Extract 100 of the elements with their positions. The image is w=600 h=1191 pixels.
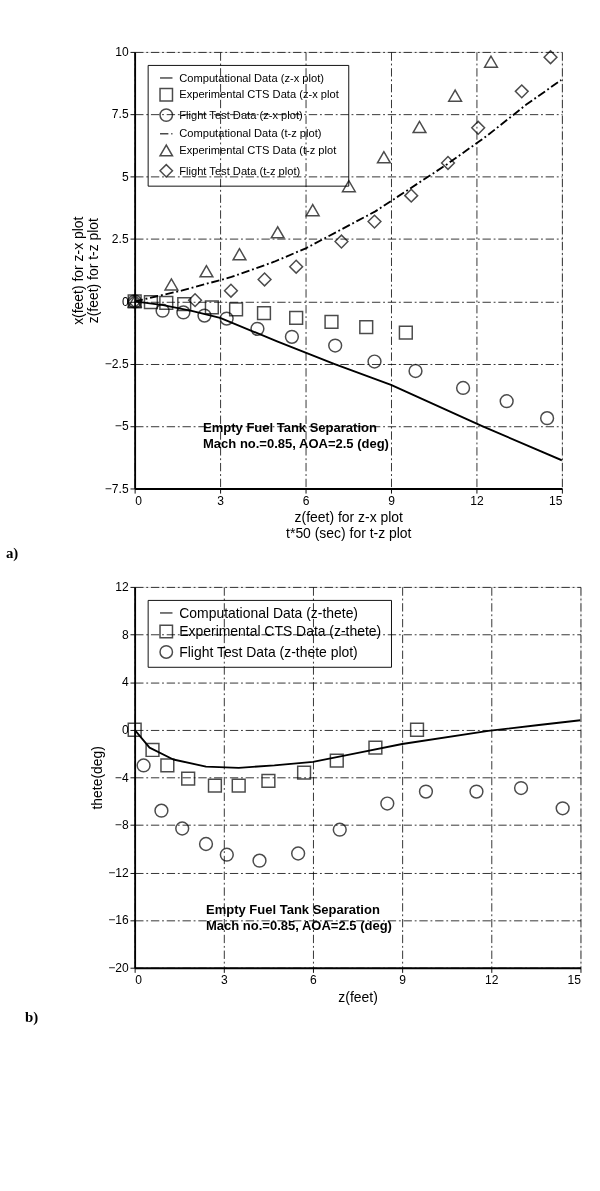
point [155,303,170,318]
x-tick-label: 15 [548,493,563,508]
point [231,778,246,793]
annotation: Empty Fuel Tank Separation Mach no.=0.85, AOA=2.5 (deg) [203,419,389,451]
legend-label: Flight Test Data (z-thete plot) [179,643,358,660]
point [296,765,312,780]
point [136,758,151,773]
y-tick-label: −7.5 [104,481,129,496]
point [177,297,192,312]
point [447,89,463,102]
point [376,150,392,164]
point [159,295,174,311]
point [469,784,484,799]
point [514,84,529,99]
x-axis-title: z(feet) [338,988,378,1005]
point [175,821,190,836]
y-tick-label: −2.5 [104,356,129,371]
point [555,801,570,816]
point [543,50,558,65]
point [143,295,159,310]
x-tick-label: 15 [567,973,582,987]
y-tick-label: −20 [108,960,129,975]
point [471,120,486,135]
legend-label: Experimental CTS Data (z-thete) [179,623,382,640]
y-tick-label: 10 [115,45,129,60]
x-tick-label: 6 [302,493,310,508]
text: b) [25,1008,39,1026]
x-tick-label: 3 [220,973,228,987]
point [290,846,306,861]
point [261,773,276,789]
point [418,784,434,799]
y-tick-label: 7.5 [111,107,129,122]
point [284,329,300,344]
y-tick-label: −12 [108,865,129,880]
point [223,283,239,298]
point [181,771,196,786]
point [404,188,419,203]
point [289,310,304,326]
y-tick-label: 12 [115,580,129,595]
point [341,179,357,193]
annotation: Empty Fuel Tank Separation Mach no.=0.85, AOA=2.5 (deg) [206,902,392,934]
point [483,55,499,68]
point [145,742,160,758]
point [328,338,343,353]
point [368,740,383,755]
point [499,394,514,409]
point [289,259,304,274]
point [199,264,214,278]
point [219,311,234,326]
point [164,278,179,291]
y-tick-label: 0 [121,294,129,309]
point [455,380,471,396]
x-tick-label: 9 [388,493,396,508]
point [380,796,395,811]
x-tick-label: 0 [135,493,143,508]
point [204,300,220,315]
y-tick-label: −8 [114,818,129,833]
x-tick-label: 9 [399,973,407,987]
point [440,155,456,171]
x-tick-label: 6 [310,973,318,987]
point [270,226,285,239]
point [409,722,425,737]
y-tick-label: 8 [121,627,129,642]
point [513,780,529,796]
y-axis-title: x(feet) for z-x plot z(feet) for t-z plot [69,216,102,325]
legend-label: Flight Test Data (t-z plot) [179,164,301,177]
point [154,803,169,818]
y-axis-title: thete(deg) [88,746,105,810]
point [228,302,244,317]
point [332,822,347,837]
legend-label: Computational Data (z-thete) [179,604,359,621]
point [329,753,344,768]
x-tick-label: 12 [470,493,484,508]
point [232,247,247,261]
point [359,319,374,335]
y-tick-label: 2.5 [111,232,129,247]
point [398,325,413,340]
point [305,203,320,217]
point [256,305,272,321]
point [367,354,382,369]
legend-label: Computational Data (t-z plot) [179,127,322,140]
x-tick-label: 0 [135,973,143,987]
text: a) [5,545,19,563]
y-tick-label: −4 [114,770,129,785]
point [250,321,265,336]
point [207,778,223,793]
point [367,214,382,229]
legend-label: Computational Data (z-x plot) [179,71,325,84]
point [257,272,272,287]
point [412,120,427,134]
y-tick-label: 5 [121,169,129,184]
x-tick-label: 3 [217,493,225,508]
point [219,847,234,862]
x-axis-title: z(feet) for z-x plot t*50 (sec) for t-z plot [286,509,412,542]
point [334,234,349,249]
point [160,758,175,773]
point [127,722,142,737]
y-tick-label: −16 [108,913,129,928]
y-tick-label: −5 [114,419,129,434]
x-tick-label: 12 [485,973,499,987]
